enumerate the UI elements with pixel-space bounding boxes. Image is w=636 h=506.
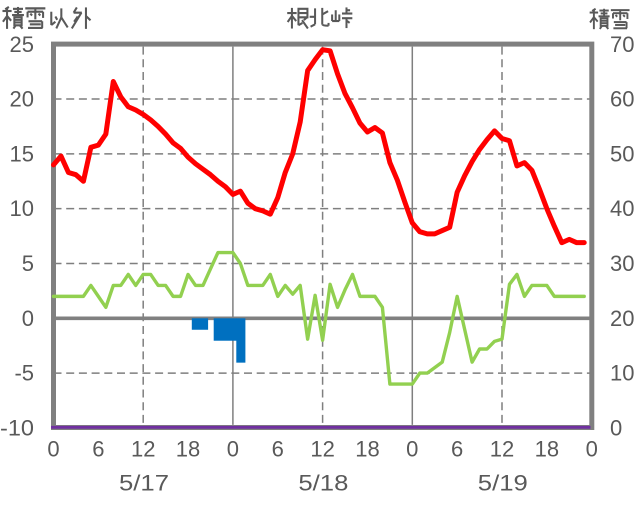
svg-text:12: 12 [131,436,155,461]
svg-text:12: 12 [490,436,514,461]
svg-text:18: 18 [176,436,200,461]
svg-text:0: 0 [47,436,59,461]
svg-text:60: 60 [610,87,634,112]
svg-text:0: 0 [610,415,622,440]
svg-text:30: 30 [610,251,634,276]
svg-text:50: 50 [610,141,634,166]
svg-text:0: 0 [227,436,239,461]
svg-text:5/17: 5/17 [119,471,169,496]
svg-text:18: 18 [535,436,559,461]
svg-text:15: 15 [10,141,34,166]
svg-text:10: 10 [10,196,34,221]
svg-text:6: 6 [451,436,463,461]
svg-text:20: 20 [610,306,634,331]
svg-text:10: 10 [610,361,634,386]
svg-text:70: 70 [610,32,634,57]
svg-text:0: 0 [406,436,418,461]
svg-text:-10: -10 [0,415,34,440]
svg-text:5: 5 [22,251,34,276]
svg-text:5/19: 5/19 [478,471,528,496]
svg-text:0: 0 [586,436,598,461]
svg-text:-5: -5 [14,361,34,386]
svg-text:6: 6 [92,436,104,461]
svg-text:20: 20 [10,87,34,112]
svg-text:25: 25 [10,32,34,57]
svg-text:6: 6 [272,436,284,461]
svg-text:18: 18 [355,436,379,461]
svg-text:5/18: 5/18 [298,471,348,496]
svg-text:12: 12 [310,436,334,461]
svg-text:40: 40 [610,196,634,221]
svg-text:0: 0 [22,306,34,331]
